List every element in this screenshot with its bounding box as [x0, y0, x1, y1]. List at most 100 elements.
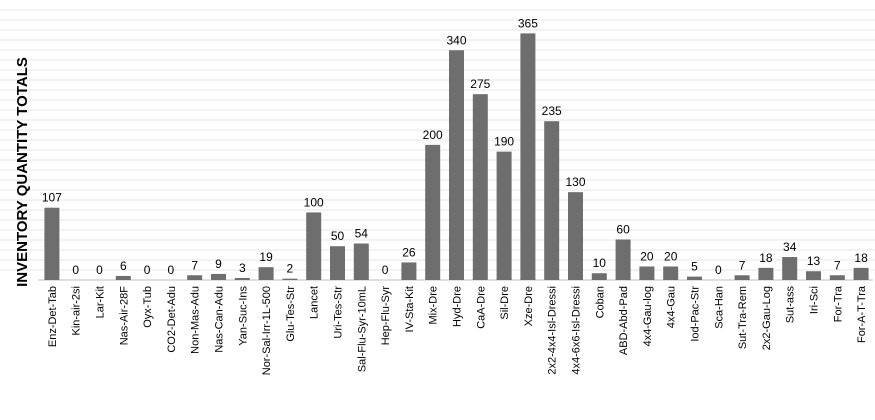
data-label: 0: [144, 263, 151, 277]
x-tick-label: Coban: [594, 286, 606, 318]
x-tick-label: Non-Mas-Adu: [190, 286, 202, 354]
bar: [782, 257, 798, 280]
bar: [544, 121, 560, 280]
bar: [734, 275, 750, 280]
bar: [568, 192, 583, 280]
bar: [282, 278, 298, 280]
x-tick-label: 2x2-4x4-Isl-Dressi: [547, 286, 559, 375]
x-tick-label: Kin-air-2si: [71, 286, 83, 336]
data-label: 50: [331, 229, 345, 243]
x-tick-labels-group: Enz-Det-Tab Kin-air-2si Lar-Kit Nas-Air-28F…: [47, 285, 868, 375]
data-label: 7: [739, 258, 746, 272]
data-label: 13: [807, 254, 821, 268]
data-label: 100: [304, 195, 324, 209]
bar: [187, 275, 203, 280]
data-label: 107: [42, 191, 62, 205]
data-label: 6: [120, 259, 127, 273]
x-tick-label: Uri-Tes-Str: [333, 286, 345, 339]
data-label: 200: [423, 128, 443, 142]
x-tick-label: 4x4-6x6-Isl-Dressi: [571, 286, 583, 375]
data-label: 0: [168, 263, 175, 277]
data-label: 7: [191, 258, 198, 272]
bar: [687, 276, 702, 280]
bar: [234, 277, 250, 280]
data-label: 18: [759, 251, 773, 265]
y-axis-label: INVENTORY QUANTITY TOTALS: [14, 57, 31, 287]
x-tick-label: Hyd-Dre: [452, 286, 464, 327]
bar: [401, 262, 417, 280]
data-label: 3: [239, 261, 246, 275]
data-label: 9: [215, 257, 222, 271]
x-tick-label: Sut-Tra-Rem: [737, 286, 749, 349]
x-tick-label: 2x2-Gau-Log: [761, 286, 773, 350]
data-label: 34: [783, 240, 797, 254]
x-tick-label: Nas-Air-28F: [118, 286, 130, 346]
x-tick-label: Hep-Flu-Syr: [380, 286, 392, 346]
data-label: 26: [402, 245, 416, 259]
x-tick-label: For-Tra: [832, 285, 844, 322]
bar: [472, 94, 488, 281]
data-label: 7: [834, 258, 841, 272]
bars-group: [44, 33, 869, 281]
x-tick-label: Mix-Dre: [428, 286, 440, 325]
bar: [258, 267, 274, 280]
x-tick-label: 4x4-Gau: [666, 286, 678, 328]
data-label: 54: [355, 227, 369, 241]
x-tick-label: CO2-Det-Adu: [166, 286, 178, 353]
bar: [353, 243, 369, 280]
bar: [853, 267, 869, 280]
bar: [663, 266, 679, 280]
data-label: 0: [72, 263, 79, 277]
x-tick-label: Lancet: [309, 286, 321, 319]
data-label: 0: [715, 263, 722, 277]
data-label: 235: [542, 104, 562, 118]
data-label: 10: [593, 256, 607, 270]
data-label: 5: [691, 260, 698, 274]
x-tick-label: 4x4-Gau-log: [642, 286, 654, 347]
x-tick-label: Xze-Dre: [523, 286, 535, 326]
x-tick-label: Sca-Han: [713, 286, 725, 329]
data-label: 275: [470, 77, 490, 91]
x-tick-label: Iod-Pac-Str: [690, 286, 702, 342]
x-tick-label: Sal-Flu-Syr-10mL: [356, 286, 368, 372]
data-label: 18: [854, 251, 868, 265]
bar: [758, 267, 774, 280]
x-tick-label: Lar-Kit: [95, 286, 107, 318]
x-tick-label: For-A-T-Tra: [856, 285, 868, 343]
data-label: 2: [287, 262, 294, 276]
x-tick-label: Oyx-Tub: [142, 286, 154, 328]
x-tick-label: Sut-ass: [785, 286, 797, 324]
x-tick-label: Yan-Suc-Ins: [237, 286, 249, 346]
data-label: 190: [494, 135, 514, 149]
data-label: 60: [616, 222, 630, 236]
bar: [425, 144, 441, 280]
bar: [449, 50, 464, 281]
x-tick-label: Enz-Det-Tab: [47, 286, 59, 347]
bar: [829, 275, 845, 280]
data-label: 365: [518, 16, 538, 30]
x-tick-label: Iri-Sci: [809, 286, 821, 314]
data-label: 340: [446, 33, 466, 47]
x-tick-label: Glu-Tes-Str: [285, 286, 297, 342]
bar: [211, 273, 226, 280]
data-label: 20: [640, 249, 654, 263]
x-tick-label: CaA-Dre: [475, 286, 487, 329]
bar: [306, 212, 322, 280]
data-label: 0: [382, 263, 389, 277]
data-label: 0: [96, 263, 103, 277]
bar: [806, 271, 821, 280]
bar: [520, 33, 536, 280]
bar: [330, 246, 345, 280]
bar: [115, 275, 131, 280]
data-label: 19: [259, 250, 273, 264]
x-tick-label: ABD-Abd-Pad: [618, 286, 630, 355]
bar: [44, 207, 60, 280]
x-tick-label: Nas-Can-Adu: [214, 286, 226, 353]
x-tick-label: Nor-Sal-Irr-1L-500: [261, 286, 273, 375]
x-tick-label: IV-Sta-Kit: [404, 286, 416, 332]
bar: [591, 273, 607, 280]
data-label: 20: [664, 249, 678, 263]
